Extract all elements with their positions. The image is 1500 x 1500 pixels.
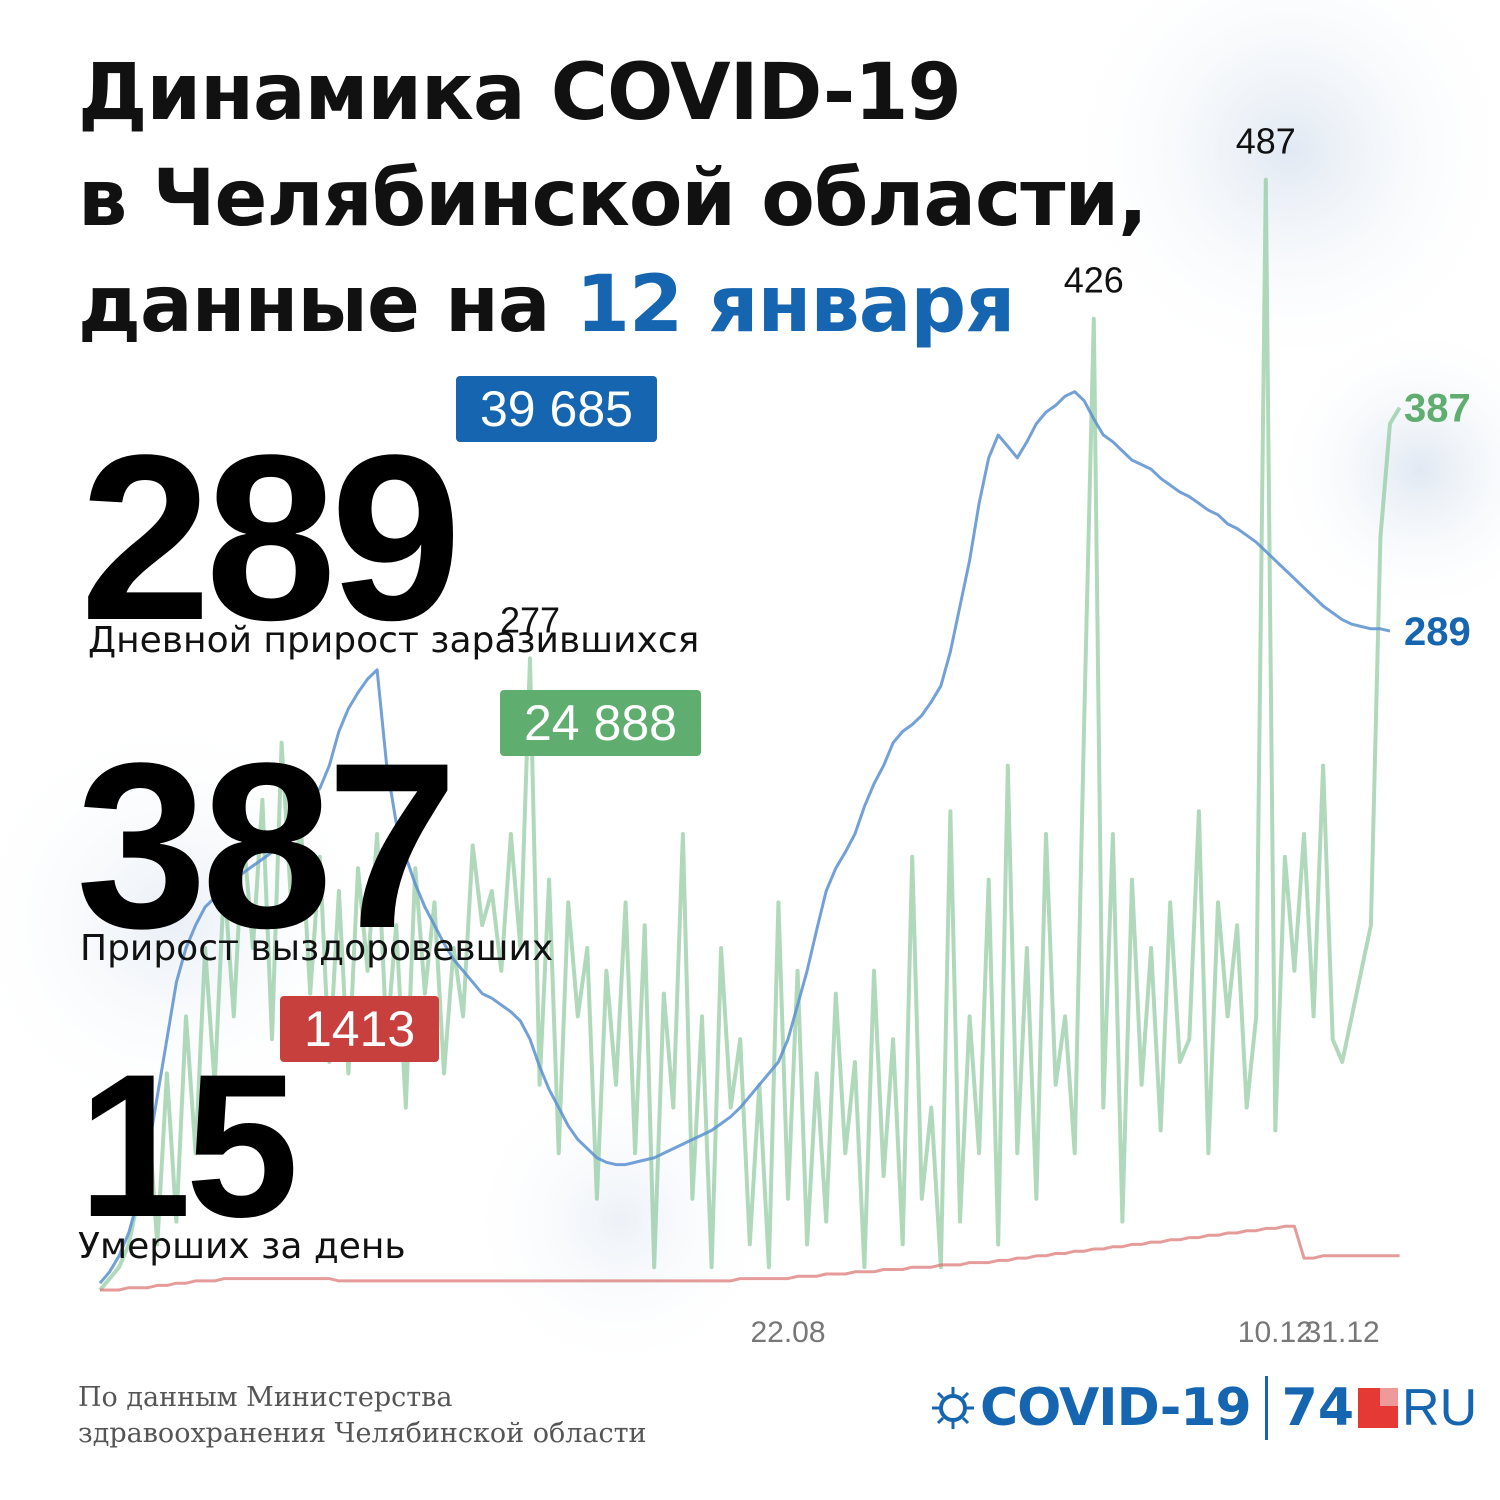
- peak-label: 277: [500, 599, 560, 640]
- title-line-1: Динамика COVID-19: [78, 48, 962, 138]
- covid-74ru-logo[interactable]: COVID-19 74 RU: [930, 1368, 1477, 1448]
- logo-ru-text: RU: [1402, 1379, 1478, 1437]
- source-line-1: По данным Министерства: [78, 1382, 453, 1413]
- deaths-value: 15: [78, 1032, 299, 1260]
- title-line-2: в Челябинской области,: [78, 154, 1148, 244]
- x-tick-label: 10.12: [1238, 1316, 1313, 1349]
- virus-decoration: [1060, 0, 1500, 380]
- infected-value: 289: [80, 406, 462, 670]
- infected-total-badge: 39 685: [456, 376, 657, 442]
- peak-label: 487: [1236, 121, 1296, 162]
- title-prefix: данные на: [78, 260, 576, 350]
- infected-label: Дневной прирост заразившихся: [88, 620, 700, 661]
- recovered-series-line: [98, 177, 1402, 1292]
- recovered-label: Прирост выздоровевших: [80, 928, 554, 969]
- title-line-3: данные на 12 января: [78, 252, 1147, 358]
- logo-divider: [1264, 1376, 1268, 1440]
- x-tick-label: 22.08: [750, 1316, 825, 1349]
- peak-label: 426: [1064, 260, 1124, 301]
- source-line-2: здравоохранения Челябинской области: [78, 1418, 647, 1449]
- recovered-end-label: 387: [1404, 387, 1471, 431]
- virus-decoration: [460, 1060, 780, 1380]
- x-tick-label: 31.12: [1305, 1316, 1380, 1349]
- infected-end-label: 289: [1404, 610, 1471, 654]
- infected-series-line: [98, 390, 1391, 1285]
- source-note: По данным Министерства здравоохранения Ч…: [78, 1380, 647, 1452]
- deaths-label: Умерших за день: [78, 1226, 406, 1267]
- virus-icon: [932, 1387, 974, 1429]
- series-layer: [98, 177, 1402, 1292]
- page-title: Динамика COVID-19 в Челябинской области,…: [78, 40, 1148, 358]
- logo-square-icon: [1358, 1388, 1399, 1428]
- recovered-value: 387: [76, 714, 458, 978]
- title-date: 12 января: [575, 260, 1016, 350]
- recovered-total-badge: 24 888: [500, 690, 701, 756]
- deaths-total-badge: 1413: [280, 996, 440, 1062]
- logo-74-text: 74: [1281, 1378, 1355, 1438]
- logo-covid-text: COVID-19: [980, 1378, 1252, 1438]
- deaths-series-line: [100, 1224, 1400, 1292]
